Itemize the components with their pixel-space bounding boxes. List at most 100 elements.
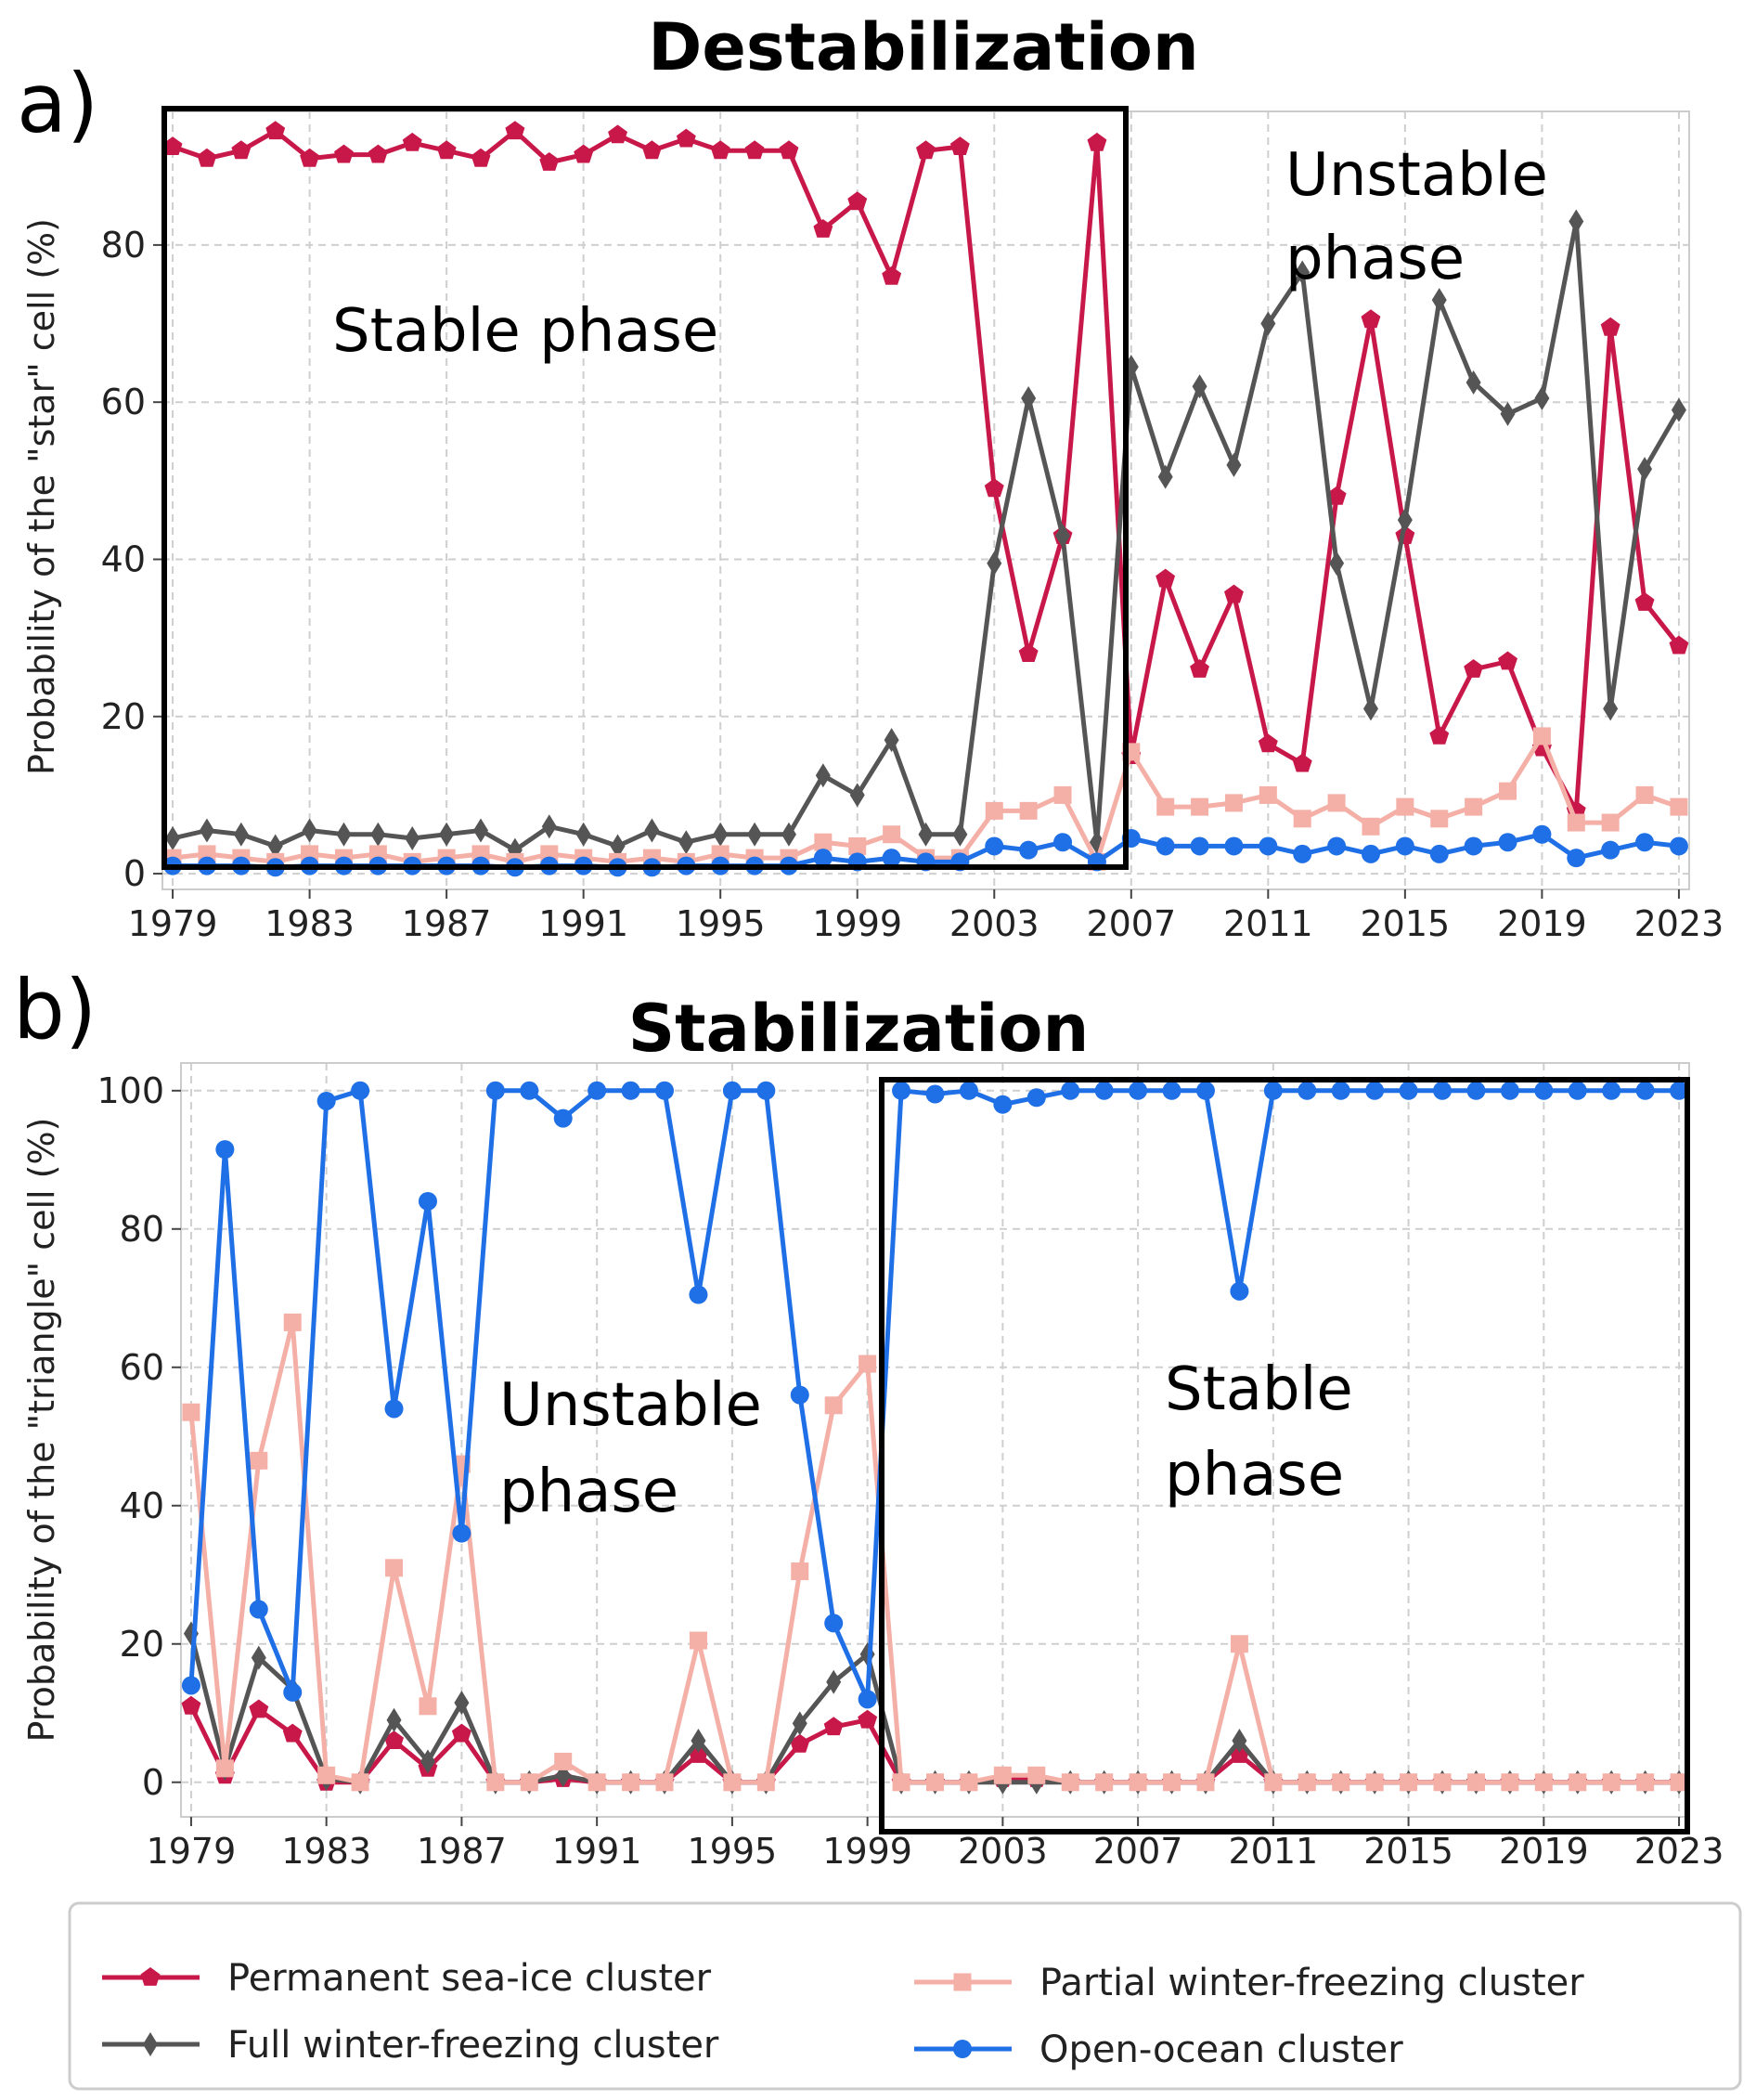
x-tick-label: 1991 [538, 903, 628, 944]
x-tick-label: 2015 [1363, 1831, 1453, 1872]
panel-a: a) Destabilization Probability of the "s… [17, 9, 1724, 944]
data-point [642, 140, 662, 160]
x-tick-label: 2003 [958, 1831, 1048, 1872]
x-tick-label: 1995 [676, 903, 766, 944]
data-point [959, 1081, 978, 1100]
data-point [316, 1091, 336, 1110]
data-point [1026, 1088, 1046, 1108]
data-point [1326, 486, 1347, 505]
data-point [949, 136, 970, 155]
x-tick-label: 2019 [1499, 1831, 1589, 1872]
data-point [1327, 836, 1347, 856]
data-point [351, 1773, 369, 1792]
panel-b-series [181, 1081, 1689, 1795]
data-point [1259, 836, 1278, 856]
panel-a-x-ticks: 1979 1983 1987 1991 1995 1999 2003 2007 2011 2015… [128, 889, 1724, 944]
x-tick-label: 2007 [1093, 1831, 1183, 1872]
data-point [336, 822, 352, 847]
data-point [1431, 288, 1447, 313]
data-point [181, 1695, 201, 1715]
data-point [1293, 844, 1312, 863]
x-tick-label: 2011 [1228, 1831, 1318, 1872]
data-point [471, 148, 491, 167]
data-point [1019, 801, 1038, 820]
data-point [1295, 260, 1311, 285]
data-point [1190, 836, 1209, 856]
data-point [1395, 836, 1414, 856]
data-point [486, 1773, 505, 1792]
legend-entry-partial-winter-freezing-cluster: Partial winter-freezing cluster [914, 1962, 1584, 2004]
data-point [926, 1773, 944, 1792]
y-tick-label: 0 [123, 853, 146, 894]
data-point [1095, 1773, 1114, 1792]
data-point [1634, 592, 1655, 611]
panel-b-stable-phase-box [879, 1077, 1690, 1834]
x-tick-label: 1983 [281, 1831, 371, 1872]
x-tick-label: 1991 [552, 1831, 642, 1872]
data-point [436, 140, 457, 160]
data-point [1361, 844, 1380, 863]
data-point [824, 1614, 844, 1633]
series-permanent-sea-ice-cluster [162, 121, 1689, 820]
data-point [1327, 794, 1346, 812]
data-point [1671, 397, 1686, 422]
data-point [197, 148, 217, 167]
data-point [847, 191, 868, 211]
panel-b-y-axis-label: Probability of the "triangle" cell (%) [21, 1118, 62, 1743]
data-point [779, 140, 799, 160]
data-point [317, 1766, 336, 1784]
y-tick-label: 40 [101, 538, 146, 579]
data-point [452, 1523, 471, 1543]
data-point [386, 1707, 402, 1732]
data-point [1298, 1773, 1316, 1792]
data-point [182, 1403, 200, 1421]
data-point [1293, 810, 1311, 828]
data-point [676, 128, 696, 148]
legend-swatch-marker [953, 1973, 972, 1991]
data-point [1156, 568, 1176, 588]
data-point [1465, 370, 1481, 395]
data-point [233, 822, 249, 847]
data-point [1399, 1081, 1418, 1100]
data-point [1053, 833, 1073, 852]
panel-b-annotation-phase-2: phase [1165, 1441, 1344, 1510]
data-point [1534, 385, 1550, 410]
data-point [1332, 1773, 1350, 1792]
data-point [1567, 849, 1586, 868]
data-point [384, 1399, 404, 1419]
data-point [231, 140, 252, 160]
data-point [300, 148, 320, 167]
panel-a-y-axis-label: Probability of the "star" cell (%) [21, 218, 62, 775]
data-point [848, 836, 867, 855]
data-point [418, 1191, 437, 1211]
data-point [1569, 1773, 1587, 1792]
y-tick-label: 20 [101, 696, 146, 737]
panel-b-x-ticks: 1979 1983 1987 1991 1995 1999 2003 2007 2011 2015… [147, 1817, 1724, 1872]
x-tick-label: 1983 [265, 903, 355, 944]
data-point [587, 1081, 607, 1100]
data-point [1129, 1773, 1147, 1792]
data-point [1498, 651, 1517, 670]
data-point [1669, 836, 1688, 856]
data-point [1362, 696, 1378, 721]
data-point [575, 822, 591, 847]
data-point [267, 834, 283, 859]
data-point [283, 1313, 302, 1331]
x-tick-label: 2003 [949, 903, 1039, 944]
panel-b-annotation-phase: phase [499, 1458, 678, 1526]
data-point [993, 1095, 1013, 1114]
data-point [1501, 1773, 1519, 1792]
data-point [520, 1773, 538, 1792]
data-point [1464, 836, 1483, 856]
data-point [1430, 810, 1449, 828]
data-point [621, 1081, 640, 1100]
data-point [1429, 844, 1449, 863]
data-point [813, 219, 833, 238]
series-open-ocean-cluster [181, 1081, 1689, 1709]
data-point [1637, 457, 1653, 482]
data-point [984, 478, 1004, 498]
data-point [713, 822, 729, 847]
data-point [505, 121, 525, 140]
series-full-winter-freezing-cluster [165, 209, 1686, 862]
data-point [678, 830, 694, 855]
